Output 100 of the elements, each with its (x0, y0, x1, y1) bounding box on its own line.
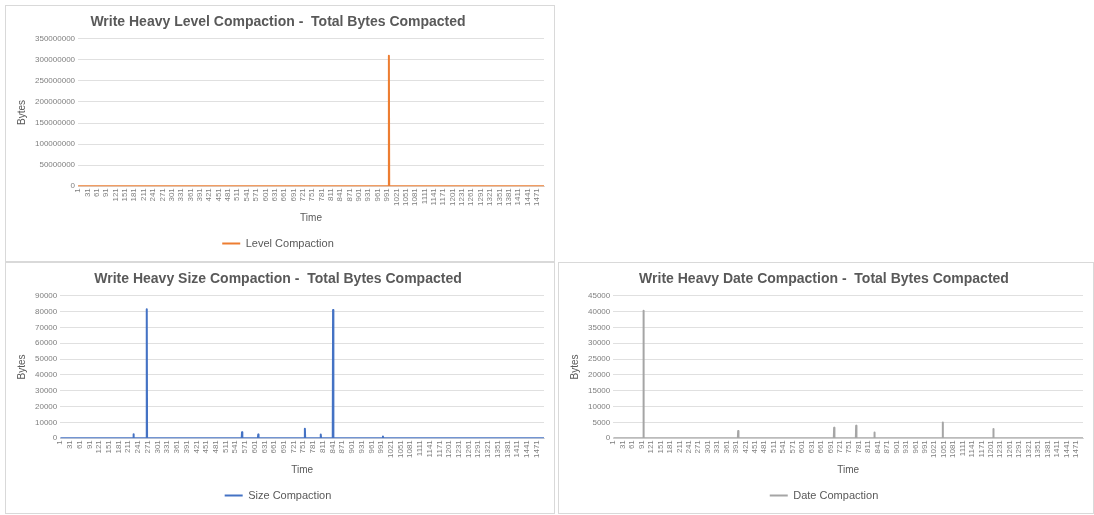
x-tick-label: 241 (133, 439, 143, 454)
x-tick-label: 991 (376, 439, 386, 454)
x-tick-label: 1411 (1052, 439, 1062, 458)
x-tick-label: 871 (337, 439, 347, 454)
x-tick-label: 421 (740, 439, 750, 454)
y-tick-label: 50000000 (39, 160, 76, 170)
x-tick-label: 1 (608, 439, 618, 445)
y-tick-label: 200000000 (35, 97, 76, 107)
x-tick-label: 331 (162, 439, 172, 454)
x-tick-label: 1261 (463, 439, 473, 458)
x-tick-label: 511 (220, 439, 230, 453)
x-tick-label: 181 (113, 439, 123, 454)
x-tick-label: 751 (298, 439, 308, 454)
y-tick-label: 0 (605, 433, 611, 443)
x-tick-label: 1351 (1033, 439, 1043, 458)
x-tick-label: 1051 (395, 439, 405, 458)
x-tick-label: 271 (693, 439, 703, 454)
x-tick-label: 1201 (986, 439, 996, 458)
x-tick-label: 781 (308, 439, 318, 454)
y-tick-label: 50000 (35, 354, 58, 364)
x-tick-label: 271 (142, 439, 152, 454)
x-tick-label: 841 (872, 439, 882, 454)
x-tick-label: 1321 (1023, 439, 1033, 458)
x-tick-label: 1081 (405, 439, 415, 458)
legend-label: Date Compaction (793, 488, 879, 501)
x-tick-label: 541 (230, 439, 240, 454)
y-tick-label: 20000 (35, 401, 58, 411)
x-tick-label: 901 (347, 439, 357, 454)
x-tick-label: 781 (853, 439, 863, 454)
x-tick-label: 1351 (492, 439, 502, 458)
x-tick-label: 601 (260, 187, 270, 202)
x-tick-label: 1051 (400, 187, 410, 206)
y-tick-label: 20000 (588, 370, 611, 380)
x-tick-label: 1021 (385, 439, 395, 458)
x-tick-label: 1231 (995, 439, 1005, 458)
x-tick-label: 571 (251, 187, 261, 202)
x-tick-label: 1291 (475, 187, 485, 206)
x-tick-label: 1471 (1070, 439, 1080, 458)
y-axis-title: Bytes (15, 99, 27, 126)
legend-label: Level Compaction (245, 236, 334, 249)
x-tick-label: 241 (148, 187, 158, 202)
x-axis-title: Time (837, 463, 860, 475)
x-tick-label: 1141 (967, 439, 977, 458)
y-tick-label: 90000 (35, 291, 58, 300)
x-tick-label: 1081 (948, 439, 958, 458)
x-tick-label: 331 (712, 439, 722, 454)
x-tick-label: 511 (768, 439, 778, 453)
x-tick-label: 361 (185, 187, 195, 202)
x-tick-label: 1321 (483, 439, 493, 458)
x-tick-label: 841 (327, 439, 337, 454)
x-tick-label: 661 (269, 439, 279, 454)
x-tick-label: 1201 (447, 187, 457, 206)
x-tick-label: 361 (172, 439, 182, 454)
x-tick-label: 481 (210, 439, 220, 454)
x-tick-label: 691 (279, 439, 289, 454)
chart-title: Write Heavy Level Compaction - Total Bytes Compacted (90, 13, 466, 30)
x-tick-label: 1051 (938, 439, 948, 458)
x-tick-label: 1291 (1014, 439, 1024, 458)
x-tick-label: 1201 (444, 439, 454, 458)
x-tick-label: 301 (166, 187, 176, 202)
x-tick-label: 1081 (410, 187, 420, 206)
x-tick-label: 1171 (438, 187, 448, 206)
x-tick-label: 1381 (502, 439, 512, 458)
chart-title: Write Heavy Date Compaction - Total Bytes Compacted (639, 270, 1009, 287)
x-tick-label: 841 (335, 187, 345, 202)
y-tick-label: 10000 (588, 401, 611, 411)
x-tick-label: 241 (683, 439, 693, 454)
y-tick-label: 250000000 (35, 76, 76, 86)
x-tick-label: 1441 (1061, 439, 1071, 458)
y-axis-title: Bytes (568, 354, 580, 380)
x-tick-label: 211 (138, 187, 148, 201)
x-tick-label: 1411 (512, 439, 522, 458)
x-tick-label: 391 (181, 439, 191, 454)
x-tick-label: 1141 (429, 187, 439, 206)
x-tick-label: 151 (655, 439, 665, 454)
x-tick-label: 601 (249, 439, 259, 454)
x-tick-label: 811 (863, 439, 873, 453)
y-tick-label: 60000 (35, 338, 58, 348)
x-tick-label: 811 (317, 439, 327, 453)
x-tick-label: 31 (82, 187, 92, 198)
x-tick-label: 721 (297, 187, 307, 202)
x-tick-label: 1471 (531, 439, 541, 458)
x-tick-label: 961 (372, 187, 382, 202)
y-tick-label: 100000000 (35, 139, 76, 149)
y-axis-title: Bytes (15, 354, 27, 380)
y-tick-label: 70000 (35, 322, 58, 332)
y-tick-label: 25000 (588, 354, 611, 364)
legend-label: Size Compaction (248, 488, 332, 501)
x-tick-label: 1231 (457, 187, 467, 206)
x-tick-label: 901 (891, 439, 901, 454)
x-tick-label: 121 (646, 439, 656, 454)
y-tick-label: 0 (70, 181, 76, 191)
x-axis-title: Time (291, 463, 314, 475)
y-tick-label: 30000 (588, 338, 611, 348)
x-tick-label: 151 (104, 439, 114, 454)
x-tick-label: 631 (269, 187, 279, 202)
y-tick-label: 15000 (588, 385, 611, 395)
x-tick-label: 91 (84, 439, 94, 450)
x-tick-label: 1021 (929, 439, 939, 458)
x-tick-label: 541 (241, 187, 251, 202)
